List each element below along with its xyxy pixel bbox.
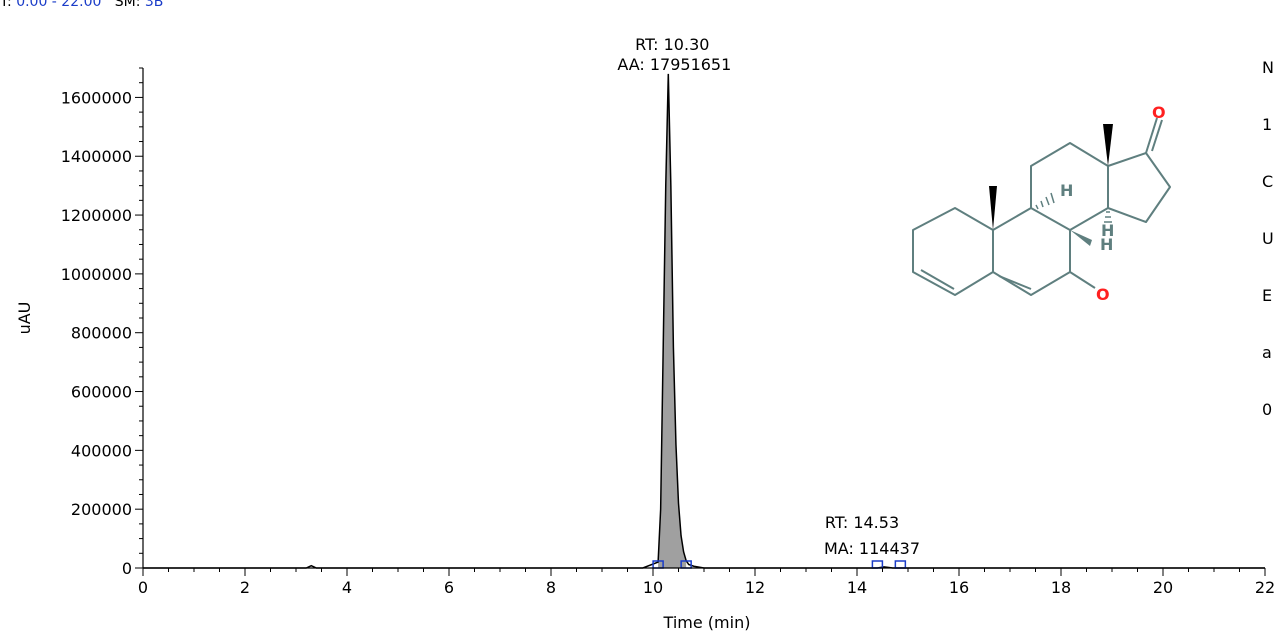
x-tick-label: 0 (138, 578, 148, 597)
y-tick-label: 1000000 (61, 265, 132, 284)
methyl-wedge-18 (1103, 124, 1113, 166)
meta-line: U (1262, 229, 1274, 248)
x-tick-label: 16 (949, 578, 969, 597)
oxygen-label-7: O (1096, 285, 1110, 304)
peak-rt-label: RT: 14.53 (825, 513, 899, 532)
carbonyl-17-second (1151, 119, 1163, 152)
ring-a-double-bond (920, 269, 955, 290)
time-range-value: 0.00 - 22.00 (16, 0, 102, 10)
sm-value: 3B (144, 0, 164, 10)
carbonyl-17 (1145, 117, 1158, 154)
x-tick-label: 20 (1153, 578, 1173, 597)
peak-area-label: AA: 17951651 (617, 55, 731, 74)
x-tick-label: 2 (240, 578, 250, 597)
chromatogram-header: T: 0.00 - 22.00 SM: 3B (0, 0, 163, 10)
meta-line: C (1262, 172, 1274, 191)
hash-bond-9 (1035, 192, 1055, 210)
hydrogen-label-8: H (1100, 235, 1113, 254)
ring-b-double-bond (998, 275, 1032, 290)
x-tick-label: 10 (643, 578, 663, 597)
chromatogram-trace (143, 73, 1265, 569)
y-tick-label: 1200000 (61, 206, 132, 225)
x-axis-title: Time (min) (663, 613, 751, 632)
y-tick-label: 400000 (71, 441, 132, 460)
oxygen-label-17: O (1152, 103, 1166, 122)
sm-prefix: SM: (114, 0, 141, 10)
x-tick-label: 14 (847, 578, 867, 597)
y-tick-label: 1600000 (61, 88, 132, 107)
ring-d (1107, 152, 1171, 223)
plot-area (143, 73, 1265, 569)
x-tick-label: 8 (546, 578, 556, 597)
range-prefix: T: (0, 0, 12, 10)
y-tick-label: 0 (122, 559, 132, 578)
peak-area-label: MA: 114437 (824, 539, 920, 558)
molecule-structure (912, 117, 1171, 296)
meta-line: N (1262, 58, 1274, 77)
y-tick-label: 600000 (71, 383, 132, 402)
peak-area-fill (658, 73, 687, 568)
ring-a (912, 207, 994, 296)
y-axis-title: uAU (15, 302, 34, 335)
ring-c (1030, 142, 1109, 231)
x-tick-label: 6 (444, 578, 454, 597)
meta-line: E (1262, 286, 1273, 305)
meta-line: 1 (1262, 115, 1273, 134)
y-tick-label: 200000 (71, 500, 132, 519)
y-tick-label: 800000 (71, 324, 132, 343)
integration-marker (894, 560, 907, 569)
ring-b (992, 207, 1071, 296)
carbonyl-7 (1069, 271, 1096, 289)
y-tick-label: 1400000 (61, 147, 132, 166)
peak-rt-label: RT: 10.30 (635, 35, 709, 54)
right-metadata: N 1 C U E a 0 (1262, 20, 1274, 438)
molecule-stereo-bonds (989, 124, 1113, 246)
methyl-wedge-19 (989, 186, 997, 230)
x-tick-label: 12 (745, 578, 765, 597)
meta-line: a (1262, 343, 1272, 362)
hash-bond-14 (1104, 211, 1112, 223)
meta-line: 0 (1262, 400, 1273, 419)
axes: 0 2 4 6 8 10 12 14 16 18 20 22020000040000060000080… (61, 67, 1274, 597)
hydrogen-label-14: H (1101, 221, 1114, 240)
x-tick-label: 22 (1255, 578, 1274, 597)
hydrogen-label-9: H (1060, 181, 1073, 200)
h-wedge-8 (1070, 230, 1092, 246)
x-tick-label: 4 (342, 578, 352, 597)
x-tick-label: 18 (1051, 578, 1071, 597)
